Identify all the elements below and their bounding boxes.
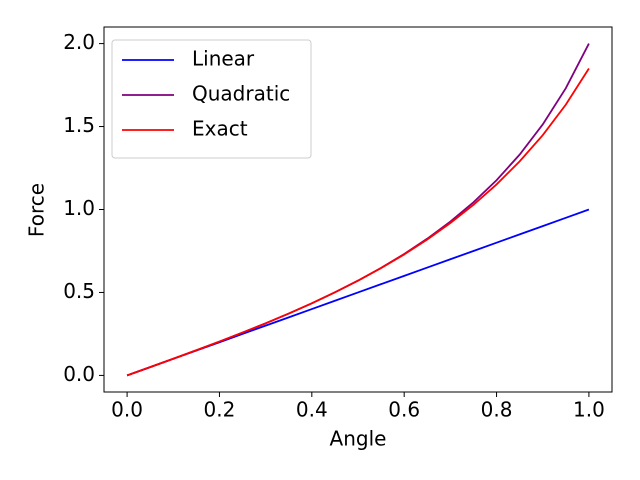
y-tick-label: 0.0 xyxy=(63,362,95,386)
y-axis-label: Force xyxy=(25,183,49,237)
x-tick-label: 0.6 xyxy=(388,398,420,422)
line-series xyxy=(126,67,590,377)
y-tick-label: 1.5 xyxy=(63,113,95,137)
y-tick-label: 1.0 xyxy=(63,196,95,220)
x-tick-label: 0.2 xyxy=(204,398,236,422)
x-tick-label: 0.0 xyxy=(111,398,143,422)
legend-label: Quadratic xyxy=(192,82,290,106)
legend-box xyxy=(111,39,312,159)
x-axis-label: Angle xyxy=(330,427,387,451)
legend-label: Linear xyxy=(192,47,255,71)
y-tick-label: 0.5 xyxy=(63,279,95,303)
x-tick-label: 1.0 xyxy=(573,398,605,422)
legend-label: Exact xyxy=(192,117,248,141)
y-tick-label: 2.0 xyxy=(63,30,95,54)
x-tick-label: 0.8 xyxy=(481,398,513,422)
x-tick-label: 0.4 xyxy=(296,398,328,422)
